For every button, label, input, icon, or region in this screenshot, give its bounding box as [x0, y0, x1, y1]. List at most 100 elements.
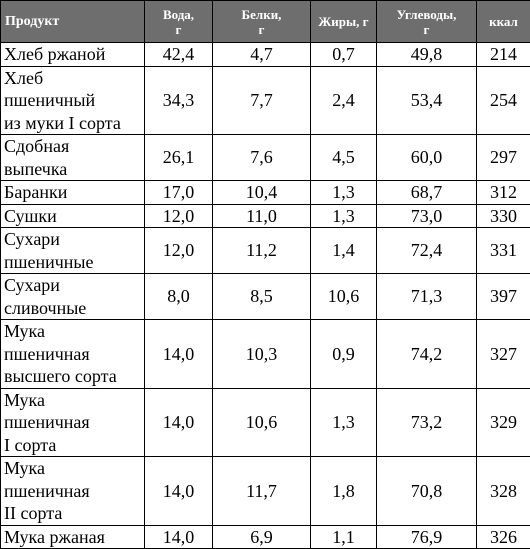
- cell-kcal: 214: [477, 43, 530, 67]
- cell-fat: 10,6: [311, 274, 377, 320]
- header-protein: Белки,г: [213, 1, 311, 43]
- cell-water: 14,0: [145, 457, 213, 526]
- cell-protein: 10,3: [213, 320, 311, 389]
- cell-protein: 10,6: [213, 388, 311, 457]
- product-name-line: Баранки: [4, 181, 142, 204]
- cell-kcal: 297: [477, 135, 530, 181]
- product-name-line: Хлеб ржаной: [4, 43, 142, 66]
- cell-carbs: 49,8: [377, 43, 477, 67]
- cell-kcal: 331: [477, 228, 530, 274]
- header-product: Продукт: [1, 1, 145, 43]
- cell-kcal: 397: [477, 274, 530, 320]
- cell-protein: 10,4: [213, 181, 311, 205]
- cell-carbs: 53,4: [377, 66, 477, 135]
- product-name-line: Мука: [4, 320, 142, 343]
- cell-fat: 0,7: [311, 43, 377, 67]
- cell-fat: 1,1: [311, 525, 377, 549]
- cell-water: 34,3: [145, 66, 213, 135]
- header-label: г: [176, 22, 182, 37]
- cell-fat: 4,5: [311, 135, 377, 181]
- cell-water: 14,0: [145, 388, 213, 457]
- product-name-line: выпечка: [4, 158, 142, 181]
- cell-water: 12,0: [145, 228, 213, 274]
- cell-product: Баранки: [1, 181, 145, 205]
- cell-protein: 6,9: [213, 525, 311, 549]
- cell-water: 17,0: [145, 181, 213, 205]
- header-label: Продукт: [5, 14, 59, 29]
- cell-kcal: 254: [477, 66, 530, 135]
- product-name-line: из муки I сорта: [4, 112, 142, 135]
- cell-protein: 4,7: [213, 43, 311, 67]
- cell-kcal: 330: [477, 204, 530, 228]
- cell-fat: 1,8: [311, 457, 377, 526]
- product-name-line: Сухари: [4, 274, 142, 297]
- product-name-line: II сорта: [4, 502, 142, 525]
- cell-protein: 11,0: [213, 204, 311, 228]
- product-name-line: пшеничные: [4, 251, 142, 274]
- product-name-line: Сухари: [4, 228, 142, 251]
- cell-water: 14,0: [145, 320, 213, 389]
- cell-carbs: 70,8: [377, 457, 477, 526]
- cell-carbs: 74,2: [377, 320, 477, 389]
- cell-water: 12,0: [145, 204, 213, 228]
- product-name-line: пшеничный: [4, 89, 142, 112]
- product-name-line: Мука ржаная: [4, 526, 142, 549]
- header-label: Жиры, г: [318, 14, 368, 29]
- cell-kcal: 329: [477, 388, 530, 457]
- product-name-line: высшего сорта: [4, 365, 142, 388]
- cell-carbs: 73,0: [377, 204, 477, 228]
- cell-protein: 7,6: [213, 135, 311, 181]
- cell-carbs: 71,3: [377, 274, 477, 320]
- cell-water: 26,1: [145, 135, 213, 181]
- cell-carbs: 73,2: [377, 388, 477, 457]
- header-label: Вода,: [163, 7, 194, 22]
- cell-kcal: 312: [477, 181, 530, 205]
- cell-kcal: 326: [477, 525, 530, 549]
- product-name-line: пшеничная: [4, 411, 142, 434]
- product-name-line: Хлеб: [4, 67, 142, 90]
- header-kcal: ккал: [477, 1, 530, 43]
- cell-water: 42,4: [145, 43, 213, 67]
- cell-water: 14,0: [145, 525, 213, 549]
- cell-kcal: 328: [477, 457, 530, 526]
- cell-carbs: 68,7: [377, 181, 477, 205]
- product-name-line: Мука: [4, 457, 142, 480]
- product-name-line: Сдобная: [4, 135, 142, 158]
- header-water: Вода,г: [145, 1, 213, 43]
- cell-fat: 1,3: [311, 181, 377, 205]
- cell-protein: 8,5: [213, 274, 311, 320]
- cell-kcal: 327: [477, 320, 530, 389]
- header-label: ккал: [489, 14, 518, 29]
- product-name-line: I сорта: [4, 434, 142, 457]
- product-name-line: пшеничная: [4, 480, 142, 503]
- cell-water: 8,0: [145, 274, 213, 320]
- product-name-line: Сушки: [4, 205, 142, 228]
- cell-fat: 2,4: [311, 66, 377, 135]
- cell-protein: 11,7: [213, 457, 311, 526]
- header-label: г: [259, 22, 265, 37]
- cell-carbs: 76,9: [377, 525, 477, 549]
- header-fat: Жиры, г: [311, 1, 377, 43]
- product-name-line: пшеничная: [4, 343, 142, 366]
- header-label: г: [424, 22, 430, 37]
- cell-product: Мука ржаная: [1, 525, 145, 549]
- header-label: Углеводы,: [397, 7, 457, 22]
